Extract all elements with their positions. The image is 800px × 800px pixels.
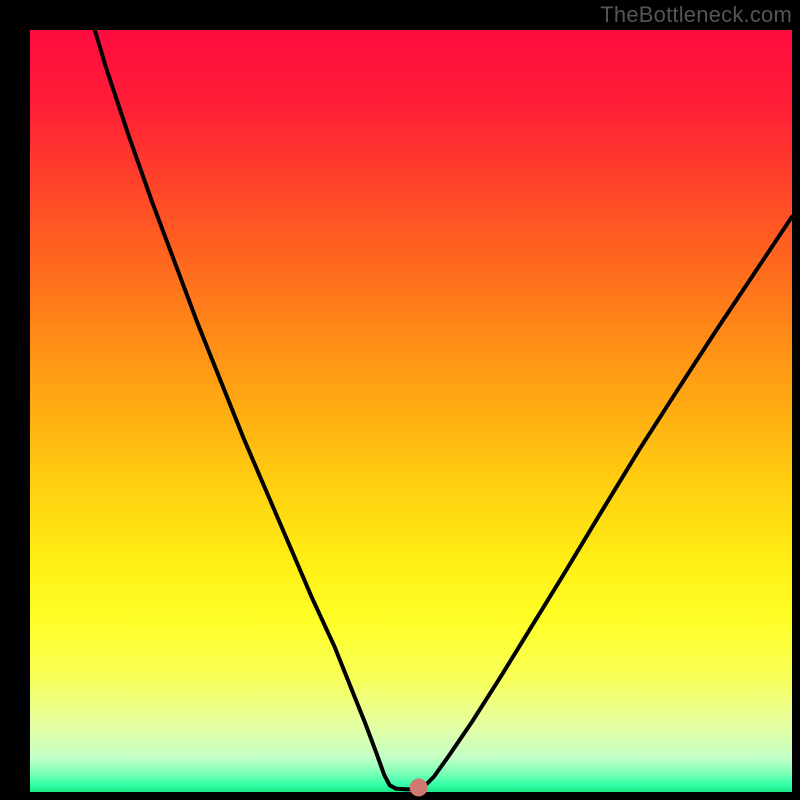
optimal-point-marker [410,778,428,796]
bottleneck-chart [0,0,800,800]
chart-plot-area [30,30,792,792]
chart-container: TheBottleneck.com [0,0,800,800]
watermark-text: TheBottleneck.com [600,2,792,28]
